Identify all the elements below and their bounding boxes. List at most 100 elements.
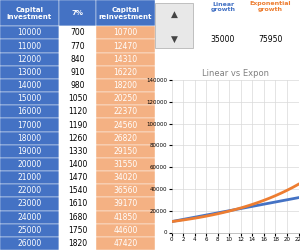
FancyBboxPatch shape: [0, 105, 59, 118]
FancyBboxPatch shape: [96, 197, 155, 210]
FancyBboxPatch shape: [96, 158, 155, 171]
FancyBboxPatch shape: [59, 132, 96, 145]
Text: Capital
reinvestment: Capital reinvestment: [99, 7, 152, 20]
FancyBboxPatch shape: [96, 105, 155, 118]
Text: 24560: 24560: [113, 120, 138, 130]
Text: 1190: 1190: [68, 120, 87, 130]
FancyBboxPatch shape: [96, 237, 155, 250]
FancyBboxPatch shape: [59, 40, 96, 53]
FancyBboxPatch shape: [96, 118, 155, 132]
Text: 14000: 14000: [17, 81, 42, 90]
Text: 17000: 17000: [17, 120, 42, 130]
Text: Capital
investment: Capital investment: [7, 7, 52, 20]
Text: 11000: 11000: [17, 42, 41, 50]
FancyBboxPatch shape: [96, 0, 155, 26]
Text: 23000: 23000: [17, 200, 42, 208]
Text: 26820: 26820: [114, 134, 138, 143]
Text: 1050: 1050: [68, 94, 87, 103]
Text: 19000: 19000: [17, 147, 42, 156]
Text: 1680: 1680: [68, 212, 87, 222]
FancyBboxPatch shape: [155, 2, 193, 48]
Text: 25000: 25000: [17, 226, 42, 235]
Title: Linear vs Expon: Linear vs Expon: [202, 69, 268, 78]
Text: 16000: 16000: [17, 107, 42, 116]
Text: 20250: 20250: [113, 94, 138, 103]
FancyBboxPatch shape: [0, 53, 59, 66]
Text: 12000: 12000: [17, 55, 41, 64]
Text: 910: 910: [70, 68, 85, 77]
FancyBboxPatch shape: [0, 158, 59, 171]
Text: 1820: 1820: [68, 239, 87, 248]
FancyBboxPatch shape: [59, 184, 96, 197]
Text: 1330: 1330: [68, 147, 87, 156]
Text: 980: 980: [70, 81, 85, 90]
Text: 20000: 20000: [17, 160, 42, 169]
FancyBboxPatch shape: [59, 118, 96, 132]
Text: 1400: 1400: [68, 160, 87, 169]
FancyBboxPatch shape: [59, 79, 96, 92]
FancyBboxPatch shape: [59, 53, 96, 66]
FancyBboxPatch shape: [96, 79, 155, 92]
FancyBboxPatch shape: [0, 224, 59, 237]
FancyBboxPatch shape: [59, 171, 96, 184]
Text: Exponential
growth: Exponential growth: [249, 2, 291, 12]
FancyBboxPatch shape: [59, 210, 96, 224]
Text: 10700: 10700: [113, 28, 138, 38]
Text: 770: 770: [70, 42, 85, 50]
FancyBboxPatch shape: [0, 79, 59, 92]
Text: 22000: 22000: [17, 186, 41, 195]
FancyBboxPatch shape: [96, 40, 155, 53]
FancyBboxPatch shape: [96, 132, 155, 145]
FancyBboxPatch shape: [59, 92, 96, 105]
FancyBboxPatch shape: [0, 145, 59, 158]
Text: 12470: 12470: [113, 42, 138, 50]
FancyBboxPatch shape: [0, 237, 59, 250]
Text: 1540: 1540: [68, 186, 87, 195]
FancyBboxPatch shape: [59, 105, 96, 118]
Text: 7%: 7%: [71, 10, 83, 16]
FancyBboxPatch shape: [193, 28, 300, 29]
FancyBboxPatch shape: [0, 26, 59, 40]
FancyBboxPatch shape: [96, 92, 155, 105]
Text: 16220: 16220: [114, 68, 138, 77]
Text: 1610: 1610: [68, 200, 87, 208]
FancyBboxPatch shape: [96, 184, 155, 197]
FancyBboxPatch shape: [96, 210, 155, 224]
FancyBboxPatch shape: [59, 197, 96, 210]
FancyBboxPatch shape: [0, 210, 59, 224]
FancyBboxPatch shape: [59, 237, 96, 250]
FancyBboxPatch shape: [96, 26, 155, 40]
Text: 18200: 18200: [114, 81, 138, 90]
Text: 36560: 36560: [113, 186, 138, 195]
FancyBboxPatch shape: [59, 0, 96, 26]
Text: 29150: 29150: [113, 147, 138, 156]
FancyBboxPatch shape: [0, 92, 59, 105]
Text: 13000: 13000: [17, 68, 42, 77]
Text: 34020: 34020: [113, 173, 138, 182]
FancyBboxPatch shape: [96, 66, 155, 79]
Text: 44600: 44600: [113, 226, 138, 235]
Text: Linear
growth: Linear growth: [211, 2, 236, 12]
Text: 700: 700: [70, 28, 85, 38]
FancyBboxPatch shape: [0, 0, 59, 26]
FancyBboxPatch shape: [0, 118, 59, 132]
FancyBboxPatch shape: [0, 66, 59, 79]
Text: 26000: 26000: [17, 239, 42, 248]
Text: 41850: 41850: [113, 212, 138, 222]
Text: 840: 840: [70, 55, 85, 64]
Text: 1470: 1470: [68, 173, 87, 182]
Text: 1260: 1260: [68, 134, 87, 143]
Text: 1120: 1120: [68, 107, 87, 116]
FancyBboxPatch shape: [96, 171, 155, 184]
FancyBboxPatch shape: [0, 40, 59, 53]
Text: 10000: 10000: [17, 28, 42, 38]
Text: 75950: 75950: [258, 36, 282, 44]
FancyBboxPatch shape: [96, 53, 155, 66]
Text: 14310: 14310: [113, 55, 138, 64]
FancyBboxPatch shape: [59, 224, 96, 237]
Text: 35000: 35000: [211, 36, 235, 44]
Text: 39170: 39170: [113, 200, 138, 208]
Text: ▼: ▼: [171, 34, 177, 43]
Text: 18000: 18000: [17, 134, 41, 143]
FancyBboxPatch shape: [59, 66, 96, 79]
